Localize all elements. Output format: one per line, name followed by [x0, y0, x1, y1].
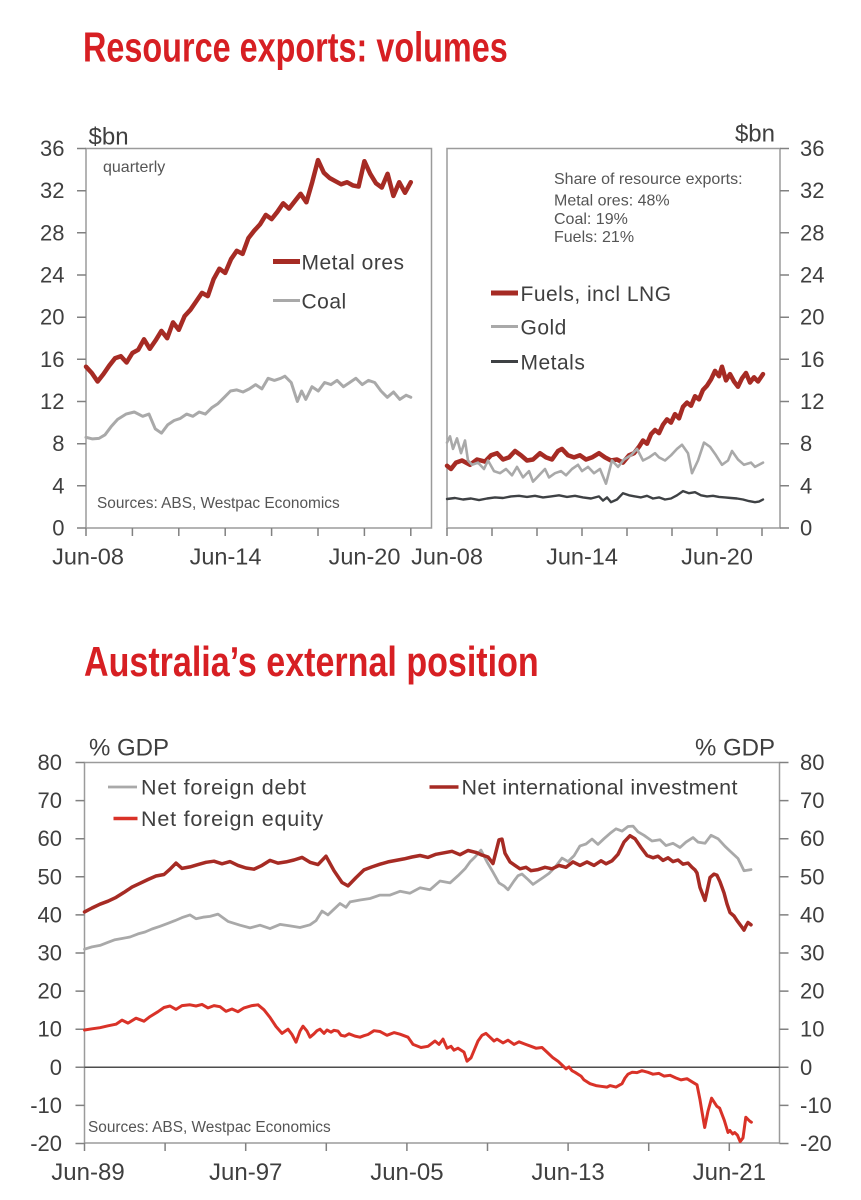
svg-text:60: 60	[38, 826, 62, 851]
svg-text:16: 16	[40, 347, 64, 372]
svg-text:Metal ores: 48%: Metal ores: 48%	[554, 193, 670, 210]
svg-text:24: 24	[40, 263, 64, 288]
svg-text:70: 70	[800, 788, 824, 813]
svg-text:$bn: $bn	[89, 124, 129, 151]
svg-text:4: 4	[800, 473, 812, 498]
svg-text:% GDP: % GDP	[89, 735, 169, 762]
svg-text:0: 0	[50, 1055, 62, 1080]
svg-text:-10: -10	[30, 1093, 62, 1118]
svg-text:Australia’s external position: Australia’s external position	[84, 639, 539, 686]
svg-text:Jun-20: Jun-20	[681, 544, 753, 570]
svg-text:Net foreign equity: Net foreign equity	[141, 807, 324, 831]
svg-text:Coal: 19%: Coal: 19%	[554, 211, 628, 228]
svg-text:% GDP: % GDP	[695, 735, 775, 762]
svg-text:70: 70	[38, 788, 62, 813]
svg-text:24: 24	[800, 263, 824, 288]
svg-text:Coal: Coal	[302, 291, 347, 314]
svg-text:Jun-21: Jun-21	[693, 1159, 766, 1186]
svg-text:-20: -20	[30, 1131, 62, 1156]
svg-text:quarterly: quarterly	[103, 159, 165, 176]
svg-text:Net international investment: Net international investment	[462, 776, 738, 800]
svg-text:Jun-14: Jun-14	[546, 544, 618, 570]
svg-text:30: 30	[38, 941, 62, 966]
svg-text:12: 12	[800, 389, 824, 414]
svg-text:80: 80	[38, 750, 62, 775]
svg-text:-20: -20	[800, 1131, 832, 1156]
svg-text:Jun-97: Jun-97	[209, 1159, 282, 1186]
svg-text:32: 32	[800, 178, 824, 203]
svg-text:Jun-08: Jun-08	[411, 544, 483, 570]
svg-text:20: 20	[40, 305, 64, 330]
svg-text:40: 40	[38, 902, 62, 927]
svg-text:Jun-13: Jun-13	[531, 1159, 604, 1186]
svg-text:32: 32	[40, 178, 64, 203]
svg-text:Net foreign debt: Net foreign debt	[141, 776, 307, 800]
svg-text:0: 0	[800, 1055, 812, 1080]
svg-text:20: 20	[38, 979, 62, 1004]
svg-text:30: 30	[800, 941, 824, 966]
svg-text:10: 10	[800, 1017, 824, 1042]
svg-text:Jun-89: Jun-89	[51, 1159, 124, 1186]
svg-text:12: 12	[40, 389, 64, 414]
svg-text:Fuels, incl LNG: Fuels, incl LNG	[521, 283, 672, 306]
svg-text:Resource exports: volumes: Resource exports: volumes	[83, 23, 508, 70]
svg-text:Sources: ABS, Westpac Economic: Sources: ABS, Westpac Economics	[97, 495, 340, 512]
svg-text:Metal ores: Metal ores	[302, 252, 405, 275]
svg-text:8: 8	[800, 431, 812, 456]
svg-text:Fuels: 21%: Fuels: 21%	[554, 229, 634, 246]
svg-text:28: 28	[40, 220, 64, 245]
svg-text:Jun-14: Jun-14	[190, 544, 262, 570]
svg-text:50: 50	[38, 864, 62, 889]
svg-text:8: 8	[52, 431, 64, 456]
svg-text:10: 10	[38, 1017, 62, 1042]
svg-text:0: 0	[52, 516, 64, 541]
svg-text:4: 4	[52, 473, 64, 498]
svg-text:Jun-08: Jun-08	[52, 544, 124, 570]
svg-text:Jun-20: Jun-20	[329, 544, 401, 570]
svg-text:40: 40	[800, 902, 824, 927]
svg-text:50: 50	[800, 864, 824, 889]
svg-text:-10: -10	[800, 1093, 832, 1118]
svg-text:0: 0	[800, 516, 812, 541]
svg-text:28: 28	[800, 220, 824, 245]
svg-text:60: 60	[800, 826, 824, 851]
svg-text:Metals: Metals	[521, 352, 586, 375]
svg-text:Sources: ABS, Westpac Economic: Sources: ABS, Westpac Economics	[88, 1119, 331, 1136]
svg-text:Jun-05: Jun-05	[370, 1159, 443, 1186]
svg-text:Gold: Gold	[521, 317, 567, 340]
svg-text:20: 20	[800, 305, 824, 330]
svg-text:$bn: $bn	[735, 121, 775, 148]
svg-text:36: 36	[40, 136, 64, 161]
svg-text:20: 20	[800, 979, 824, 1004]
svg-text:36: 36	[800, 136, 824, 161]
svg-text:Share of resource exports:: Share of resource exports:	[554, 171, 743, 188]
svg-text:80: 80	[800, 750, 824, 775]
svg-text:16: 16	[800, 347, 824, 372]
